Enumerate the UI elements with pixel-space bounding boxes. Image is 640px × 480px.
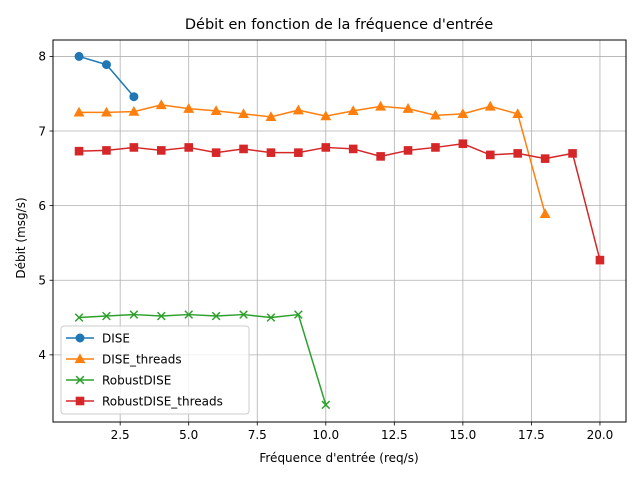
legend-marker-dise	[75, 333, 85, 343]
legend-marker-dise-threads	[74, 353, 86, 364]
y-tick-label: 6	[38, 199, 46, 213]
y-tick-label: 4	[38, 348, 46, 362]
data-point-robustdise-threads	[102, 146, 111, 155]
legend-label-dise-threads: DISE_threads	[102, 352, 182, 366]
data-point-robustdise	[74, 313, 84, 322]
data-point-robustdise-threads	[458, 139, 468, 149]
x-tick-label: 10.0	[312, 428, 339, 442]
data-point-robustdise-threads	[321, 143, 331, 152]
data-point-robustdise-threads	[294, 148, 303, 157]
data-point-robustdise-threads	[403, 146, 413, 155]
data-point-dise-threads	[539, 208, 551, 219]
data-point-robustdise-threads	[376, 152, 385, 161]
x-tick-label: 20.0	[587, 428, 614, 442]
chart-title: Débit en fonction de la fréquence d'entr…	[185, 17, 493, 33]
data-point-dise-threads	[457, 108, 469, 119]
x-tick-label: 12.5	[381, 428, 408, 442]
data-point-robustdise	[266, 313, 276, 322]
legend-label-robustdise-threads: RobustDISE_threads	[102, 394, 223, 408]
data-point-dise-threads	[402, 103, 414, 113]
data-point-robustdise-threads	[239, 144, 248, 154]
series-line-dise-threads	[79, 104, 546, 215]
data-point-dise	[74, 51, 84, 61]
series-dise-threads	[73, 99, 551, 219]
legend: DISE DISE_threads RobustDISE RobustDISE_thr…	[60, 325, 250, 415]
data-point-robustdise-threads	[348, 144, 358, 154]
data-point-dise-threads	[183, 103, 195, 113]
data-point-dise-threads	[347, 105, 359, 116]
legend-marker-robustdise-threads	[75, 396, 85, 406]
series-line-robustdise	[79, 313, 327, 406]
data-point-robustdise-threads	[184, 143, 194, 152]
y-axis-label: Débit (msg/s)	[14, 197, 28, 278]
data-point-dise-threads	[73, 106, 85, 117]
data-point-robustdise-threads	[595, 255, 605, 265]
data-point-robustdise	[156, 311, 166, 321]
y-tick-label: 7	[38, 124, 46, 138]
series-robustdise-threads	[74, 139, 605, 265]
plot-frame	[52, 39, 627, 423]
data-point-dise-threads	[101, 106, 112, 117]
data-point-dise-threads	[512, 108, 524, 119]
series-robustdise	[74, 310, 331, 410]
data-point-robustdise-threads	[266, 148, 276, 157]
series-line-robustdise-threads	[79, 142, 601, 261]
x-tick-label: 5.0	[179, 428, 198, 442]
data-point-dise-threads	[155, 99, 167, 110]
data-point-dise	[129, 92, 139, 102]
data-point-robustdise	[239, 310, 248, 319]
data-point-robustdise	[321, 400, 331, 410]
data-point-robustdise-threads	[540, 154, 550, 163]
data-point-robustdise-threads	[568, 149, 577, 158]
legend-label-dise: DISE	[102, 331, 130, 345]
data-point-dise-threads	[128, 105, 140, 116]
data-point-robustdise	[211, 311, 221, 321]
legend-box	[60, 325, 250, 415]
data-point-dise-threads	[265, 111, 277, 122]
data-point-robustdise-threads	[513, 149, 523, 158]
x-axis-label: Fréquence d'entrée (req/s)	[259, 451, 418, 465]
legend-marker-robustdise	[75, 375, 85, 385]
x-tick-label: 15.0	[450, 428, 477, 442]
y-tick-label: 8	[38, 50, 46, 64]
data-point-dise-threads	[430, 109, 441, 120]
data-point-dise-threads	[484, 100, 496, 111]
data-point-robustdise-threads	[485, 150, 495, 160]
data-point-dise-threads	[292, 104, 304, 115]
axis-ticks: 2.5 5.0 7.5 10.0 12.5 15.0 17.5 20.0 4 5 6 7 8	[38, 50, 613, 442]
x-tick-label: 2.5	[111, 428, 130, 442]
data-point-dise-threads	[375, 100, 387, 111]
x-tick-label: 17.5	[518, 428, 545, 442]
data-point-robustdise	[102, 311, 111, 321]
y-tick-label: 5	[38, 274, 46, 288]
data-point-dise	[101, 60, 111, 70]
data-point-robustdise	[184, 310, 194, 319]
data-point-robustdise-threads	[211, 148, 221, 157]
data-point-robustdise	[294, 310, 303, 319]
data-point-robustdise-threads	[74, 146, 84, 156]
series-dise	[74, 51, 139, 102]
legend-label-robustdise: RobustDISE	[102, 373, 171, 387]
data-point-dise-threads	[238, 108, 249, 119]
data-point-dise-threads	[320, 110, 332, 121]
data-point-robustdise	[129, 310, 139, 319]
data-point-robustdise-threads	[129, 143, 139, 152]
x-tick-label: 7.5	[248, 428, 267, 442]
series-layer	[73, 51, 605, 410]
data-point-dise-threads	[210, 105, 222, 116]
data-point-robustdise-threads	[431, 143, 440, 152]
data-point-robustdise-threads	[156, 146, 166, 155]
